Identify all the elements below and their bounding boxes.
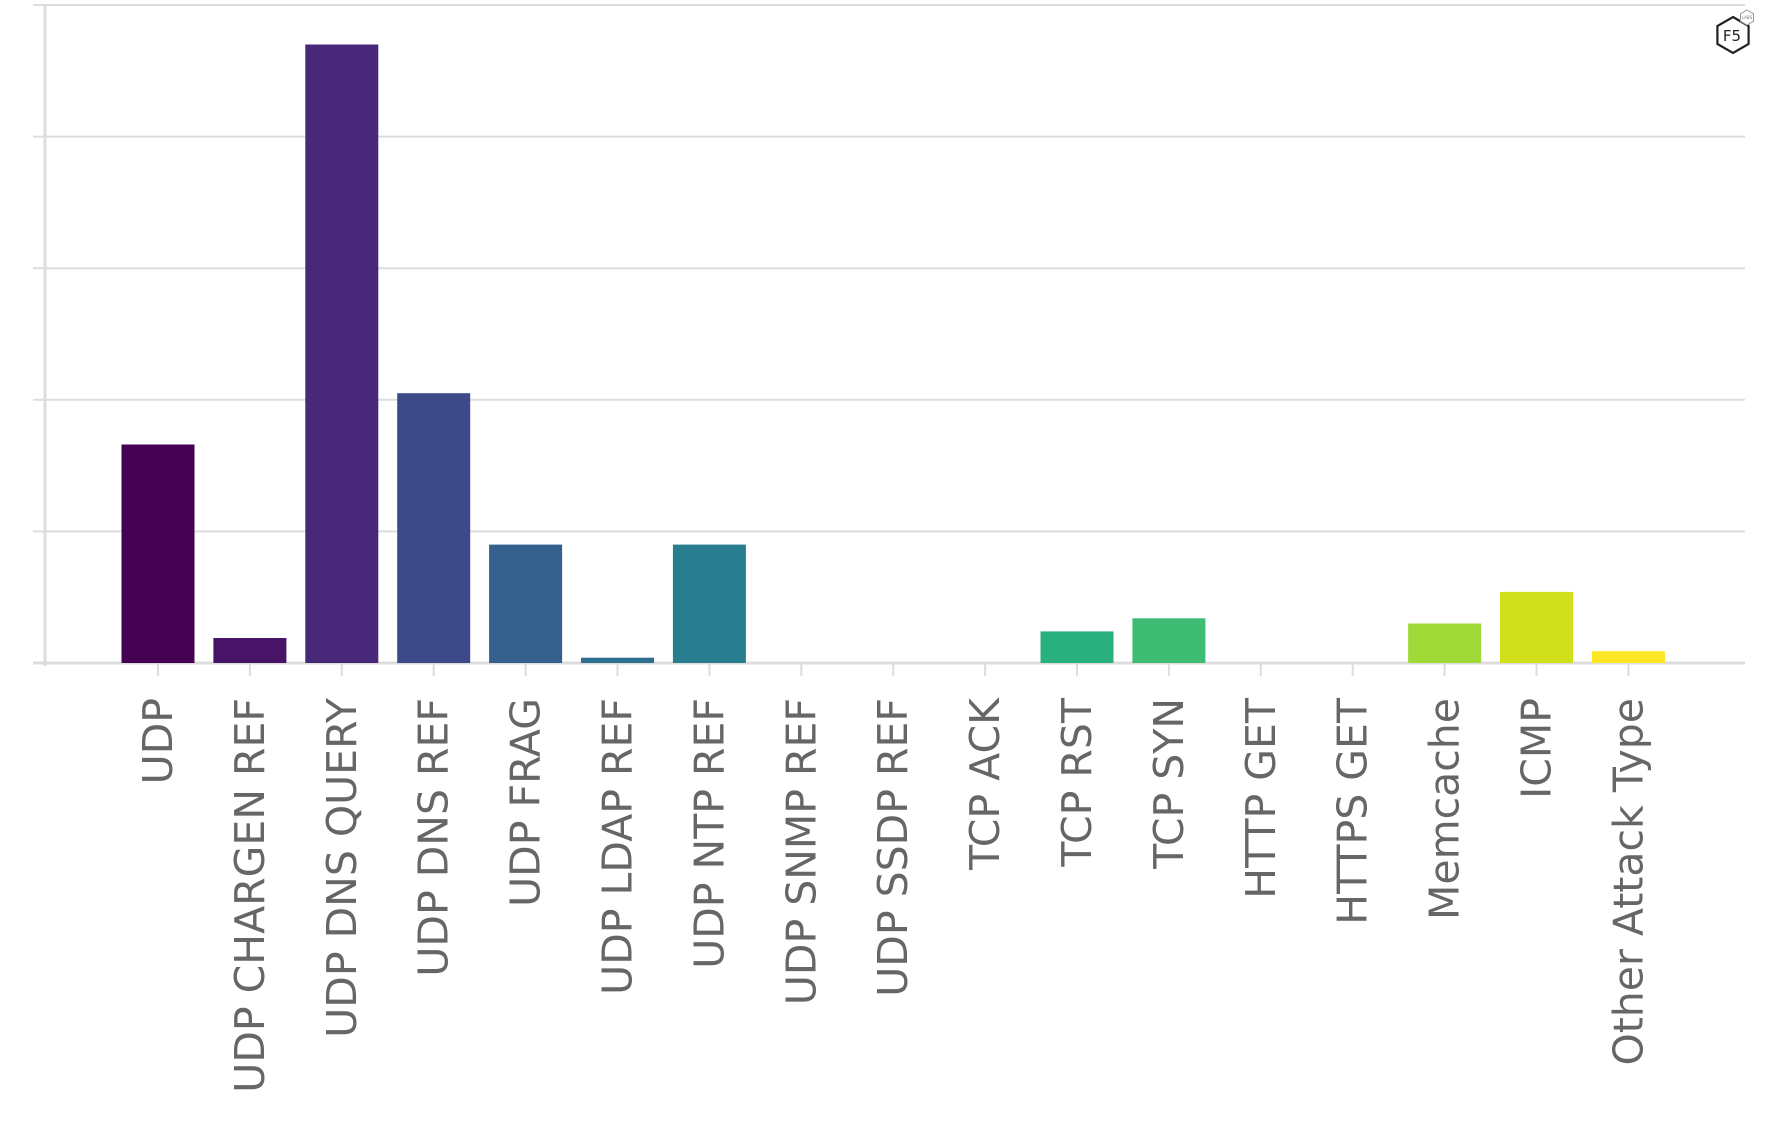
x-tick-label: UDP CHARGEN REF <box>226 698 274 1093</box>
x-tick-label: HTTPS GET <box>1329 697 1377 925</box>
x-tick-label: UDP SNMP REF <box>777 698 825 1005</box>
x-tick-label: UDP <box>134 698 182 784</box>
x-axis-ticks <box>157 663 1630 676</box>
bar <box>1408 623 1482 663</box>
x-tick-label: UDP DNS REF <box>410 698 458 977</box>
x-tick-label: HTTP GET <box>1237 697 1285 899</box>
bar <box>1040 631 1114 663</box>
x-tick-label: ICMP <box>1513 698 1561 799</box>
bar <box>1132 618 1206 663</box>
x-tick-label: UDP FRAG <box>502 698 550 907</box>
x-tick-label: UDP LDAP REF <box>594 698 642 995</box>
y-axis-ticks <box>33 4 45 664</box>
bar <box>489 544 563 663</box>
bar <box>672 544 746 663</box>
bar <box>213 638 287 663</box>
bar <box>581 657 654 663</box>
bar <box>305 44 379 663</box>
x-tick-label: TCP SYN <box>1145 698 1193 870</box>
x-tick-label: TCP RST <box>1053 697 1101 868</box>
x-tick-label: Memcache <box>1421 698 1469 920</box>
logo-text: F5 <box>1723 27 1741 45</box>
bar <box>1591 651 1665 663</box>
x-axis-labels: UDP UDP CHARGEN REF UDP DNS QUERY UDP DNS R… <box>134 697 1652 1093</box>
x-tick-label: Other Attack Type <box>1604 698 1652 1066</box>
gridlines <box>45 4 1745 533</box>
bar <box>121 444 195 663</box>
bars <box>121 44 1665 663</box>
bar <box>397 393 471 663</box>
x-tick-label: UDP SSDP REF <box>869 698 917 997</box>
logo-small-text: LABS <box>1742 15 1753 20</box>
f5-labs-logo: F5 LABS <box>1716 9 1754 55</box>
x-tick-label: UDP NTP REF <box>685 698 733 969</box>
x-tick-label: UDP DNS QUERY <box>318 697 366 1038</box>
x-tick-label: TCP ACK <box>961 697 1009 871</box>
bar <box>1500 591 1573 663</box>
